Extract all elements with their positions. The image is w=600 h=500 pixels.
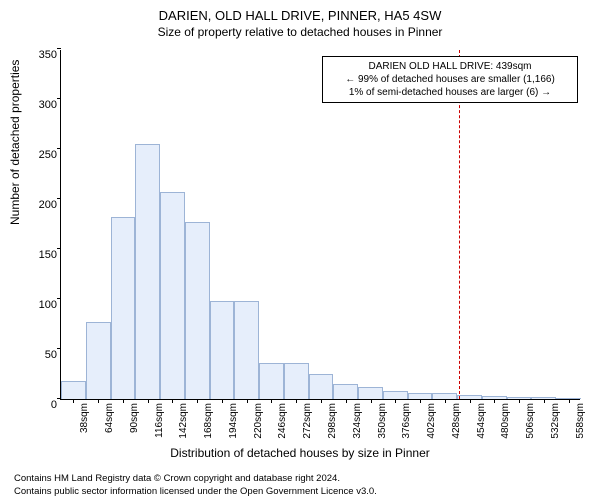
x-axis-label: Distribution of detached houses by size … (0, 446, 600, 460)
footer-line-2: Contains public sector information licen… (14, 486, 377, 498)
annotation-line-3: 1% of semi-detached houses are larger (6… (329, 86, 571, 99)
x-tick-mark (172, 399, 173, 403)
x-tick-label: 116sqm (152, 403, 165, 438)
y-tick-label: 250 (39, 149, 61, 161)
x-tick-label: 220sqm (251, 403, 264, 439)
x-tick-mark (544, 399, 545, 403)
x-tick-mark (395, 399, 396, 403)
x-tick-label: 506sqm (523, 403, 536, 439)
histogram-bar (234, 301, 259, 399)
y-tick-mark (57, 48, 61, 49)
histogram-bar (160, 192, 185, 399)
x-tick-label: 324sqm (350, 403, 363, 439)
x-tick-label: 194sqm (226, 403, 239, 439)
y-tick-mark (57, 148, 61, 149)
x-tick-mark (371, 399, 372, 403)
y-tick-label: 0 (51, 399, 61, 411)
x-tick-label: 168sqm (201, 403, 214, 439)
histogram-bar (358, 387, 383, 399)
histogram-bar (185, 222, 210, 399)
histogram-bar (135, 144, 160, 399)
y-tick-mark (57, 298, 61, 299)
x-tick-label: 298sqm (325, 403, 338, 439)
x-tick-label: 454sqm (474, 403, 487, 439)
chart-subtitle: Size of property relative to detached ho… (0, 23, 600, 39)
x-tick-label: 90sqm (127, 403, 140, 433)
x-tick-mark (296, 399, 297, 403)
histogram-bar (210, 301, 235, 399)
x-tick-label: 350sqm (375, 403, 388, 439)
annotation-box: DARIEN OLD HALL DRIVE: 439sqm← 99% of de… (322, 56, 578, 103)
x-tick-mark (470, 399, 471, 403)
y-tick-mark (57, 248, 61, 249)
histogram-bar (86, 322, 111, 399)
y-axis-label: Number of detached properties (8, 60, 22, 225)
plot-area: 05010015020025030035038sqm64sqm90sqm116s… (60, 50, 580, 400)
y-tick-label: 200 (39, 199, 61, 211)
y-tick-label: 300 (39, 99, 61, 111)
x-tick-label: 142sqm (176, 403, 189, 439)
x-tick-label: 64sqm (102, 403, 115, 433)
histogram-bar (111, 217, 136, 399)
x-tick-mark (222, 399, 223, 403)
x-tick-mark (271, 399, 272, 403)
x-tick-label: 402sqm (424, 403, 437, 439)
annotation-line-1: DARIEN OLD HALL DRIVE: 439sqm (329, 60, 571, 73)
x-tick-label: 272sqm (300, 403, 313, 439)
x-tick-mark (247, 399, 248, 403)
x-tick-mark (123, 399, 124, 403)
x-tick-label: 428sqm (449, 403, 462, 439)
histogram-bar (284, 363, 309, 399)
histogram-bar (259, 363, 284, 399)
x-tick-label: 376sqm (399, 403, 412, 439)
y-tick-mark (57, 98, 61, 99)
y-tick-label: 50 (45, 349, 61, 361)
x-tick-mark (445, 399, 446, 403)
y-tick-label: 150 (39, 249, 61, 261)
x-tick-mark (569, 399, 570, 403)
y-tick-label: 350 (39, 49, 61, 61)
footer-line-1: Contains HM Land Registry data © Crown c… (14, 473, 377, 485)
y-tick-label: 100 (39, 299, 61, 311)
x-tick-mark (98, 399, 99, 403)
x-tick-mark (148, 399, 149, 403)
x-tick-mark (519, 399, 520, 403)
x-tick-mark (73, 399, 74, 403)
annotation-line-2: ← 99% of detached houses are smaller (1,… (329, 73, 571, 86)
x-tick-label: 532sqm (548, 403, 561, 439)
y-tick-mark (57, 348, 61, 349)
chart-container: DARIEN, OLD HALL DRIVE, PINNER, HA5 4SW … (0, 0, 600, 500)
x-tick-mark (197, 399, 198, 403)
x-tick-mark (494, 399, 495, 403)
histogram-bar (61, 381, 86, 399)
histogram-bar (383, 391, 408, 399)
x-tick-mark (346, 399, 347, 403)
x-tick-label: 558sqm (573, 403, 586, 439)
x-tick-label: 480sqm (498, 403, 511, 439)
x-tick-mark (321, 399, 322, 403)
footer-text: Contains HM Land Registry data © Crown c… (14, 473, 377, 498)
histogram-bar (333, 384, 358, 399)
x-tick-label: 246sqm (275, 403, 288, 439)
y-tick-mark (57, 198, 61, 199)
x-tick-mark (420, 399, 421, 403)
x-tick-label: 38sqm (77, 403, 90, 433)
chart-title: DARIEN, OLD HALL DRIVE, PINNER, HA5 4SW (0, 0, 600, 23)
histogram-bar (309, 374, 334, 399)
